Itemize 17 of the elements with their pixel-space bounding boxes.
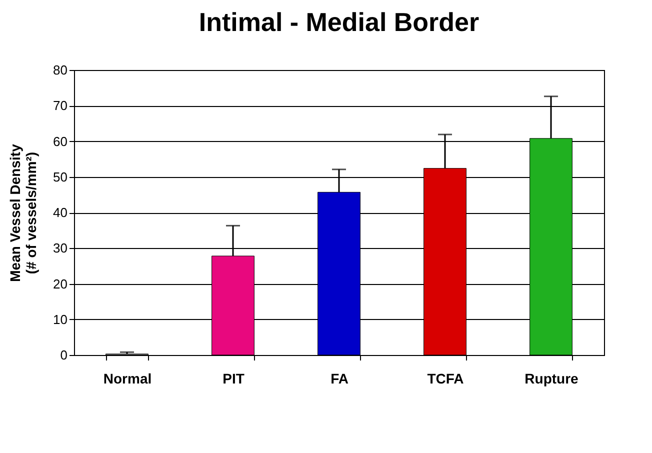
y-tick-label: 20 [53, 276, 68, 292]
x-tick-label: PIT [222, 370, 245, 386]
y-tick-label: 30 [53, 240, 68, 256]
y-tick-label: 80 [53, 62, 68, 78]
text: (# of vessels/mm²) [23, 152, 40, 274]
y-tick-label: 50 [53, 169, 68, 184]
y-tick-label: 10 [53, 312, 68, 327]
y-tick-label: 60 [53, 134, 68, 149]
y-tick-label: 40 [53, 205, 68, 220]
x-tick-label: Rupture [524, 370, 579, 386]
chart-title: Intimal - Medial Border [198, 7, 480, 37]
text: Mean Vessel Density [7, 144, 24, 282]
x-tick-label: FA [330, 370, 348, 386]
y-tick-label: 70 [53, 98, 68, 114]
y-tick-label: 0 [60, 348, 68, 362]
x-tick-label: TCFA [427, 370, 464, 386]
x-tick-label: Normal [103, 370, 152, 386]
